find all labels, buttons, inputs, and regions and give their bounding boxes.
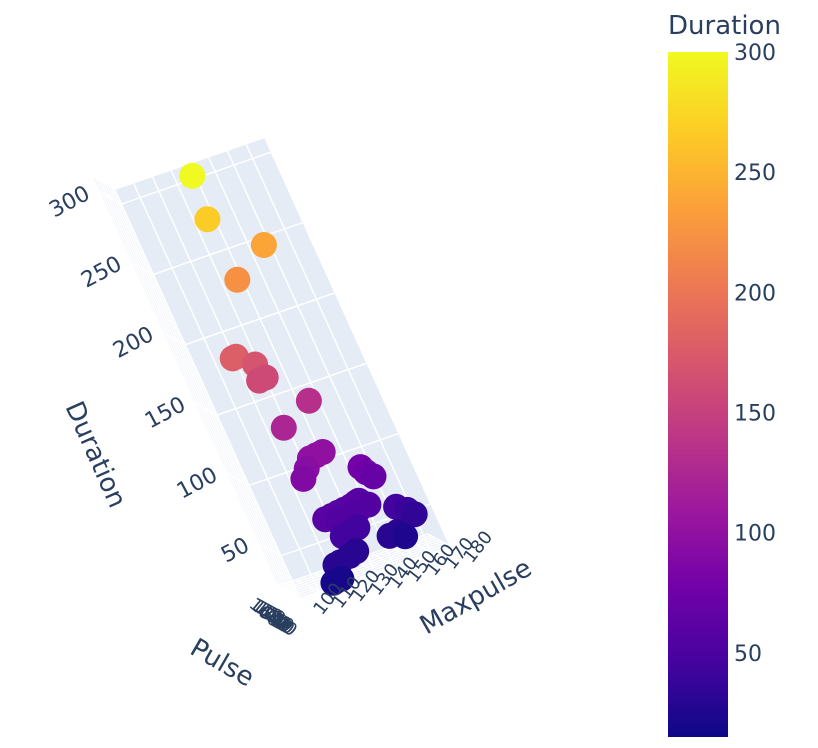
grid-line-maxpulse [245, 144, 432, 553]
z-tick-label: 250 [77, 252, 126, 294]
grid-line-pulse [97, 180, 285, 590]
grid-line-pulse [294, 542, 445, 596]
colorbar-tick-label: 100 [734, 522, 776, 547]
grid-line-pulse [111, 188, 298, 597]
z-tick-label: 100 [173, 463, 222, 505]
colorbar-tick-label: 300 [734, 41, 776, 66]
grid-line-maxpulse [133, 183, 320, 592]
data-point[interactable] [194, 206, 221, 233]
grid-line-pulse [92, 177, 279, 587]
grid-line-maxpulse [264, 137, 451, 547]
data-point[interactable] [392, 523, 419, 550]
grid-line-pulse [291, 540, 442, 595]
grid-line-maxpulse [151, 176, 339, 586]
z-tick-label: 50 [217, 533, 253, 568]
grid-line-pulse [103, 183, 290, 593]
data-point[interactable] [320, 569, 347, 596]
colorbar-gradient [668, 52, 728, 737]
grid-line-pulse [288, 539, 440, 593]
grid-line-pulse [95, 179, 282, 588]
z-tick-label: 150 [141, 392, 190, 434]
colorbar-tick-label: 200 [734, 281, 776, 306]
data-point[interactable] [401, 501, 428, 528]
grid-line-pulse [114, 189, 301, 599]
grid-line-pulse [106, 185, 293, 594]
colorbar: Duration 50 100 150 200 250 300 [668, 11, 781, 737]
x-axis-title: Pulse [185, 633, 259, 693]
grid-line-pulse [100, 182, 287, 591]
grid-line-maxpulse [226, 150, 414, 560]
data-point[interactable] [290, 465, 317, 492]
data-point[interactable] [179, 162, 206, 189]
data-point[interactable] [295, 387, 322, 414]
colorbar-title: Duration [668, 11, 781, 41]
colorbar-tick-label: 250 [734, 161, 776, 186]
scene[interactable]: 5010015020025030080901001101201301401501… [45, 137, 537, 693]
z-axis-title: Duration [59, 397, 132, 512]
z-tick-label: 300 [45, 181, 94, 223]
z-tick-label: 200 [109, 322, 158, 364]
data-point[interactable] [246, 367, 273, 394]
colorbar-tick-label: 50 [734, 642, 762, 667]
data-point[interactable] [219, 345, 246, 372]
data-point[interactable] [250, 232, 277, 258]
colorbar-tick-label: 150 [734, 402, 776, 427]
data-point[interactable] [224, 266, 251, 293]
data-point[interactable] [360, 463, 387, 490]
data-point[interactable] [270, 414, 297, 441]
grid-line-pulse [108, 186, 296, 596]
